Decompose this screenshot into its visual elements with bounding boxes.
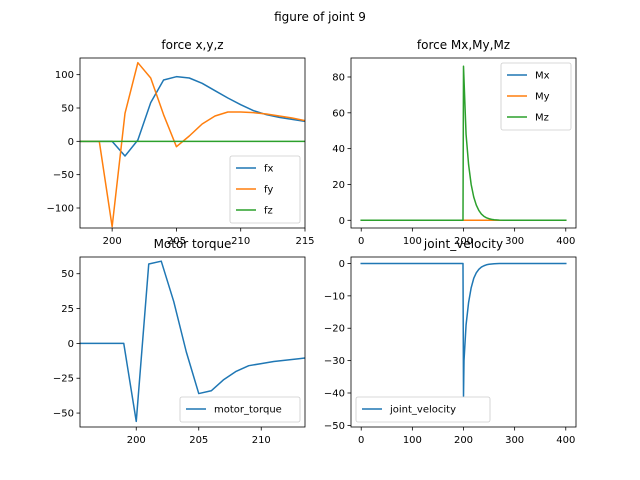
y-tick-label: −100 <box>47 204 74 215</box>
series-line-Mz <box>360 65 567 222</box>
x-tick-label: 0 <box>358 435 364 446</box>
subplot-title: Motor torque <box>154 237 232 251</box>
subplot-title: joint_velocity <box>423 237 503 251</box>
legend: Mx My Mz <box>500 62 572 131</box>
y-tick-label: 25 <box>61 304 74 315</box>
subplot-2: 0 100 200 300 400 0 20 40 60 80 force Mx,My,Mz Mx My… <box>332 38 577 247</box>
legend-label: My <box>535 92 550 103</box>
y-tick-label: −50 <box>53 409 74 420</box>
plot-area <box>80 260 305 423</box>
legend: fx fy fz <box>229 155 301 224</box>
plot-area <box>360 65 567 222</box>
axes-frame <box>79 57 306 229</box>
subplot-1: 200 205 210 215 −100 −50 0 50 100 force x,y,z fx fy… <box>47 38 315 247</box>
x-tick-label: 400 <box>556 236 575 247</box>
x-tick-label: 300 <box>505 435 524 446</box>
x-tick-label: 100 <box>403 236 422 247</box>
legend-box <box>179 396 301 423</box>
series-line-fx <box>80 75 305 157</box>
y-tick-label: 50 <box>61 104 74 115</box>
x-tick-label: 205 <box>189 435 208 446</box>
legend: motor_torque <box>179 396 301 423</box>
y-tick-label: 20 <box>332 180 345 191</box>
legend-label: motor_torque <box>214 405 282 416</box>
figure-title: figure of joint 9 <box>274 10 366 24</box>
subplot-3: 200 205 210 −50 −25 0 25 50 Motor torque motor_to… <box>53 237 306 446</box>
x-tick-label: 200 <box>454 435 473 446</box>
y-tick-label: −20 <box>324 324 345 335</box>
x-tick-label: 400 <box>556 435 575 446</box>
plot-area <box>360 262 567 397</box>
y-tick-label: 100 <box>55 70 74 81</box>
series-line-motor_torque <box>80 260 305 423</box>
legend-label: fx <box>264 164 274 175</box>
legend: joint_velocity <box>355 396 491 423</box>
series-line-fy <box>80 61 305 228</box>
y-tick-label: 60 <box>332 108 345 119</box>
legend-box <box>500 62 572 131</box>
y-tick-label: 40 <box>332 144 345 155</box>
x-tick-label: 0 <box>358 236 364 247</box>
y-tick-label: −25 <box>53 374 74 385</box>
legend-label: fz <box>264 206 273 217</box>
x-tick-label: 215 <box>295 236 314 247</box>
x-tick-label: 210 <box>231 236 250 247</box>
y-tick-label: 0 <box>68 339 74 350</box>
x-tick-label: 200 <box>127 435 146 446</box>
legend-box <box>229 155 301 224</box>
subplot-title: force Mx,My,Mz <box>417 38 510 52</box>
y-tick-label: 0 <box>339 216 345 227</box>
y-tick-label: −40 <box>324 389 345 400</box>
x-tick-label: 100 <box>403 435 422 446</box>
legend-label: fy <box>264 185 273 196</box>
subplot-title: force x,y,z <box>161 38 223 52</box>
y-tick-label: −10 <box>324 291 345 302</box>
plot-area <box>80 61 305 228</box>
y-tick-label: −50 <box>53 170 74 181</box>
legend-label: Mz <box>535 113 549 124</box>
y-tick-label: 80 <box>332 72 345 83</box>
series-line-joint_velocity <box>360 262 567 397</box>
y-tick-label: 50 <box>61 269 74 280</box>
y-tick-label: −30 <box>324 356 345 367</box>
legend-box <box>355 396 491 423</box>
y-tick-label: 0 <box>68 137 74 148</box>
x-tick-label: 300 <box>505 236 524 247</box>
legend-label: joint_velocity <box>389 405 456 416</box>
x-tick-label: 205 <box>167 236 186 247</box>
y-tick-label: 0 <box>339 259 345 270</box>
x-tick-label: 210 <box>252 435 271 446</box>
axes-frame <box>79 256 306 428</box>
x-tick-label: 200 <box>103 236 122 247</box>
y-tick-label: −50 <box>324 421 345 432</box>
x-tick-label: 200 <box>454 236 473 247</box>
legend-label: Mx <box>535 71 550 82</box>
subplot-4: 0 100 200 300 400 −50 −40 −30 −20 −10 0 joint_veloc… <box>324 237 577 446</box>
